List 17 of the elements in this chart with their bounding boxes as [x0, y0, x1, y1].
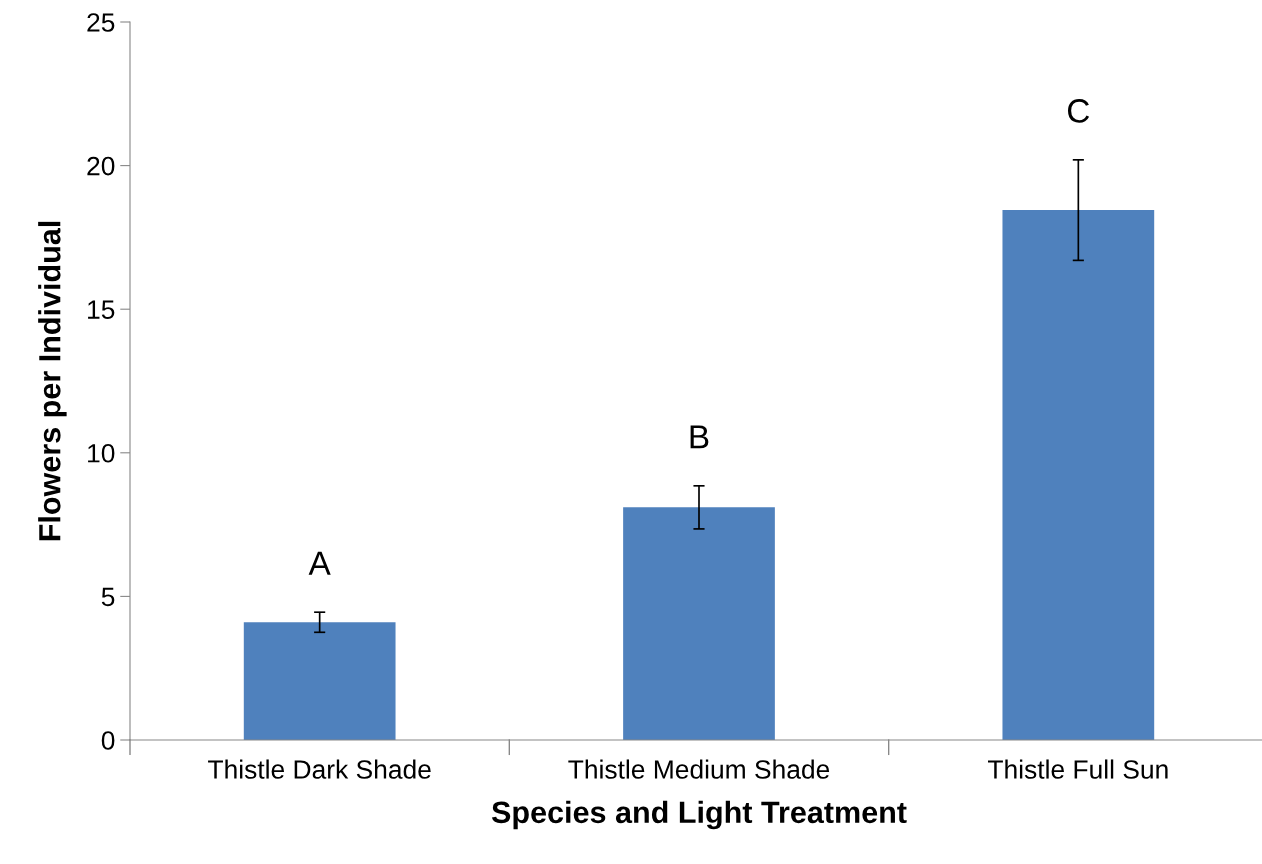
annotation: A [308, 551, 331, 575]
annotation: C [1067, 99, 1090, 123]
y-axis-title: Flowers per Individual [38, 221, 67, 541]
y-tick-label: 20 [87, 156, 115, 176]
x-tick-label: Thistle Full Sun [988, 759, 1168, 779]
y-tick-label: 10 [88, 443, 115, 463]
x-tick-label: Thistle Dark Shade [208, 759, 431, 779]
bar [243, 622, 396, 740]
y-tick-label: 0 [101, 731, 115, 750]
y-tick-label: 15 [88, 300, 115, 320]
annotation: B [690, 425, 709, 449]
bar [623, 507, 775, 740]
x-tick-label: Thistle Medium Shade [568, 759, 830, 779]
y-tick-label: 5 [101, 587, 115, 607]
bar [1002, 210, 1155, 740]
y-tick-label: 25 [87, 13, 115, 32]
x-axis-title: Species and Light Treatment [491, 800, 907, 830]
